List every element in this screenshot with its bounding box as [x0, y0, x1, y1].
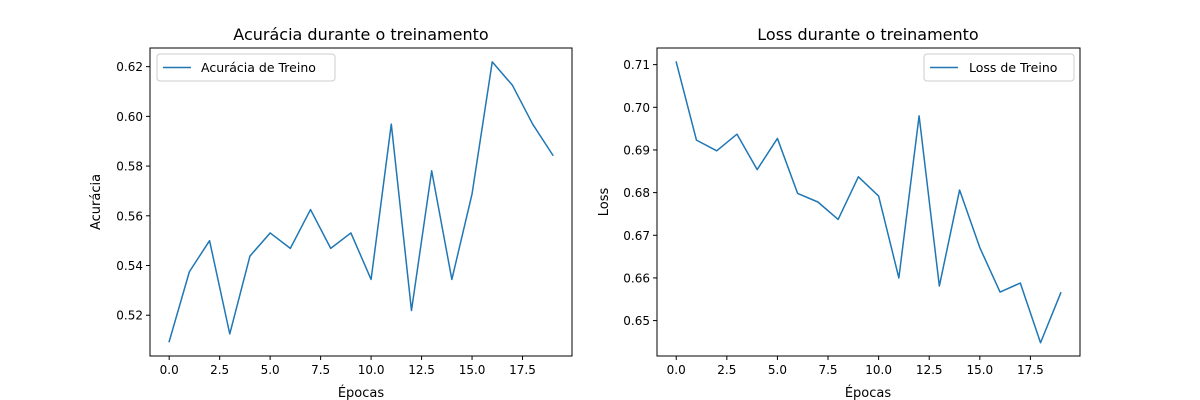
loss-y-tick-label: 0.67	[623, 229, 650, 243]
loss-legend-label: Loss de Treino	[969, 60, 1057, 75]
accuracy-marks: 0.0 2.5 5.0 7.5 10.0 12.5 15.0 17.5 0.52 0.54 0.56…	[116, 60, 554, 377]
accuracy-x-tick-label: 10.0	[358, 363, 385, 377]
loss-y-tick-label: 0.71	[623, 58, 650, 72]
accuracy-plot-area	[150, 48, 572, 356]
accuracy-x-tick-label: 2.5	[210, 363, 229, 377]
loss-x-tick-label: 2.5	[717, 363, 736, 377]
accuracy-y-tick-label: 0.54	[116, 259, 143, 273]
loss-series-line	[675, 61, 1062, 344]
loss-y-tick-label: 0.70	[623, 101, 650, 115]
accuracy-y-tick-label: 0.60	[116, 110, 143, 124]
loss-x-tick-label: 0.0	[667, 363, 686, 377]
loss-y-tick-label: 0.65	[623, 314, 650, 328]
loss-x-axis-label: Épocas	[845, 385, 892, 400]
accuracy-x-tick-label: 5.0	[261, 363, 280, 377]
loss-x-tick-label: 12.5	[916, 363, 943, 377]
loss-chart: 0.0 2.5 5.0 7.5 10.0 12.5 15.0 17.5 0.65 0.66 0.67…	[597, 25, 1081, 400]
loss-x-tick-label: 10.0	[865, 363, 892, 377]
accuracy-y-axis-label: Acurácia	[89, 174, 104, 230]
loss-plot-frame	[656, 47, 1081, 357]
accuracy-series-line	[168, 61, 554, 343]
loss-legend-box	[923, 53, 1075, 82]
accuracy-plot-frame	[149, 47, 573, 357]
loss-y-axis-label: Loss	[597, 188, 612, 217]
accuracy-legend: Acurácia de Treino	[156, 53, 336, 82]
accuracy-x-tick-label: 7.5	[311, 363, 330, 377]
accuracy-y-tick-label: 0.52	[116, 309, 143, 323]
loss-x-tick-label: 15.0	[966, 363, 993, 377]
accuracy-y-tick-label: 0.58	[116, 160, 143, 174]
loss-y-tick-label: 0.68	[623, 186, 650, 200]
loss-y-tick-label: 0.69	[623, 143, 650, 157]
accuracy-y-tick-label: 0.62	[116, 60, 143, 74]
loss-y-tick-label: 0.66	[623, 271, 650, 285]
accuracy-x-axis-label: Épocas	[338, 385, 385, 400]
accuracy-x-tick-label: 0.0	[160, 363, 179, 377]
loss-x-tick-label: 17.5	[1017, 363, 1044, 377]
accuracy-x-tick-label: 15.0	[459, 363, 486, 377]
accuracy-x-tick-label: 17.5	[509, 363, 536, 377]
accuracy-chart-title: Acurácia durante o treinamento	[233, 25, 488, 44]
accuracy-y-tick-label: 0.56	[116, 209, 143, 223]
loss-plot-area	[657, 48, 1080, 356]
loss-marks: 0.0 2.5 5.0 7.5 10.0 12.5 15.0 17.5 0.65 0.66 0.67…	[623, 58, 1062, 377]
accuracy-legend-box	[156, 53, 336, 82]
loss-legend: Loss de Treino	[923, 53, 1075, 82]
loss-chart-title: Loss durante o treinamento	[757, 25, 978, 44]
loss-x-tick-label: 7.5	[818, 363, 837, 377]
accuracy-chart: 0.0 2.5 5.0 7.5 10.0 12.5 15.0 17.5 0.52 0.54 0.56…	[89, 25, 573, 400]
loss-x-tick-label: 5.0	[768, 363, 787, 377]
accuracy-legend-label: Acurácia de Treino	[201, 60, 316, 75]
accuracy-x-tick-label: 12.5	[408, 363, 435, 377]
